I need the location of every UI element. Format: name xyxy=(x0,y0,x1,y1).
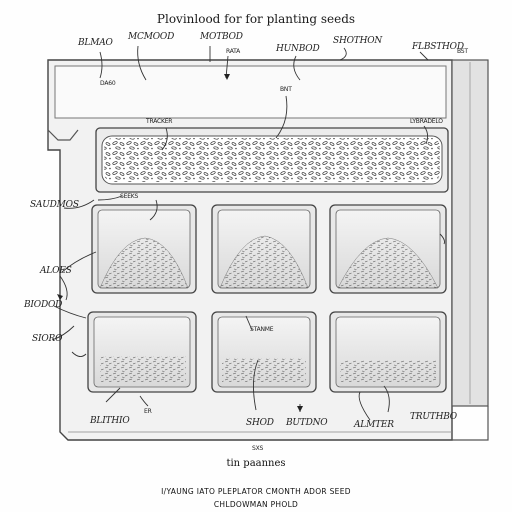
label-bottom-1: BLITHIO xyxy=(90,416,130,426)
label-bottom-3: BUTDNO xyxy=(286,418,328,428)
top-trough xyxy=(95,127,449,193)
label-seeds: SEEKS xyxy=(120,193,139,200)
caption-sub: CHLDOWMAN PHOLD xyxy=(213,500,299,509)
caption-main: I/YAUNG IATO PLEPLATOR CMONTH ADOR SEED xyxy=(161,487,351,496)
label-bnt: BNT xyxy=(280,86,292,93)
label-top-5: SHOTHON xyxy=(333,36,383,46)
diagram-title: Plovinlood for for planting seeds xyxy=(156,12,356,26)
label-bottom-2: SHOD xyxy=(246,418,274,428)
label-left-4: SIORO xyxy=(32,334,63,344)
label-top-3: MOTBOD xyxy=(200,32,243,42)
label-top-1: BLMAO xyxy=(78,38,113,48)
label-left-2: ALOES xyxy=(40,266,72,276)
label-tracker: TRACKER xyxy=(146,118,173,125)
label-left-1: SAUDMOS xyxy=(30,200,79,210)
label-top-6: FLBSTHOD xyxy=(412,42,464,52)
label-top-4: HUNBOD xyxy=(276,44,320,54)
label-stanme: STANME xyxy=(250,326,274,333)
label-top-3-sub: RATA xyxy=(226,48,241,55)
cell-row-middle xyxy=(91,204,447,294)
label-lybradelo: LYBRADELO xyxy=(410,118,443,125)
label-bottom-5: TRUTHBO xyxy=(410,412,457,422)
label-top-2: MCMOOD xyxy=(128,32,175,42)
label-sxs: SXS xyxy=(252,445,264,452)
label-bottom-4: ALMTER xyxy=(354,420,394,430)
label-top-6-sub: BST xyxy=(457,48,468,55)
label-bottom-er: ER xyxy=(144,408,152,415)
leader-lines xyxy=(51,45,445,421)
caption-tin-paannes: tin paannes xyxy=(226,458,286,469)
label-top-1-sub: DA60 xyxy=(100,80,116,87)
leader-arrowheads xyxy=(57,74,303,412)
label-left-3: BIODOD xyxy=(24,300,63,310)
cell-row-bottom xyxy=(87,311,447,393)
